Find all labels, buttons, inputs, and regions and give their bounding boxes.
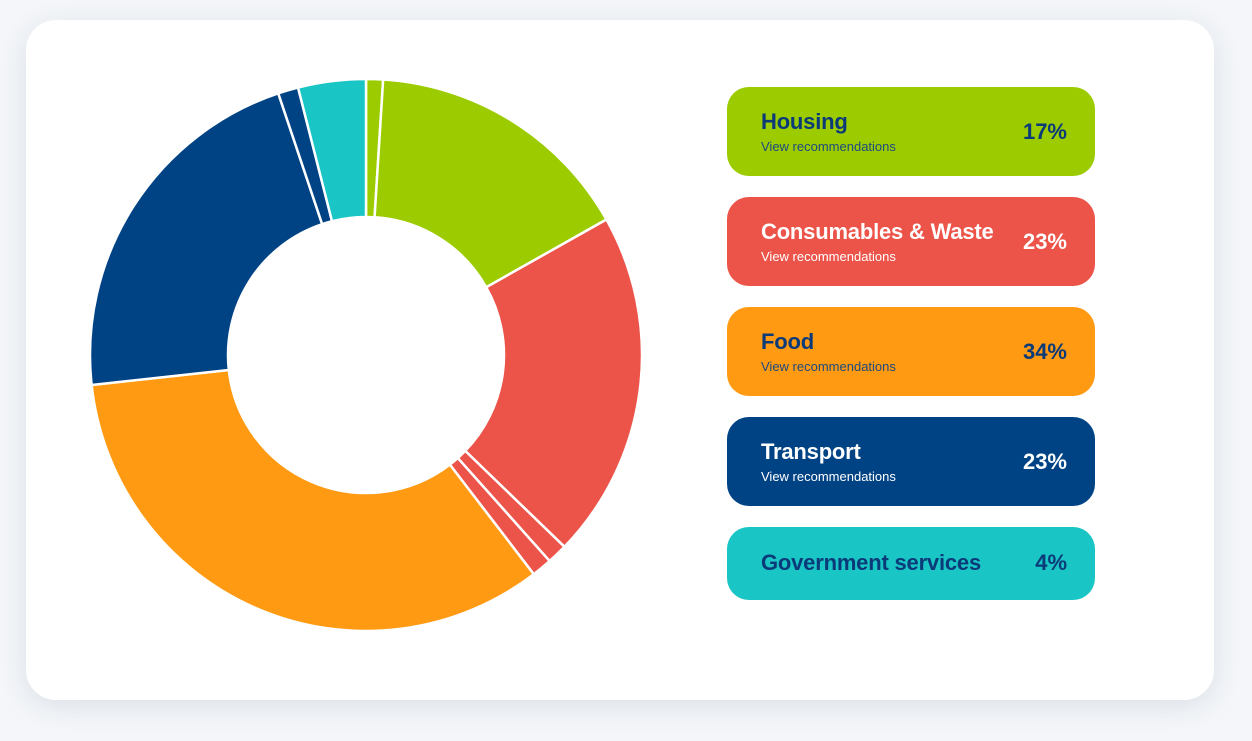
- legend-percent: 23%: [1022, 229, 1067, 254]
- donut-svg: [88, 77, 644, 633]
- legend-label: Transport: [761, 439, 861, 464]
- view-recommendations-link[interactable]: View recommendations: [761, 139, 896, 154]
- legend-item-transport[interactable]: Transport View recommendations 23%: [727, 417, 1095, 506]
- view-recommendations-link[interactable]: View recommendations: [761, 249, 896, 264]
- legend-label: Consumables & Waste: [761, 219, 994, 244]
- legend-percent: 17%: [1022, 119, 1067, 144]
- legend-label: Housing: [761, 109, 848, 134]
- legend-item-housing[interactable]: Housing View recommendations 17%: [727, 87, 1095, 176]
- legend-percent: 4%: [1035, 550, 1067, 575]
- donut-slice-housing[interactable]: [373, 78, 608, 289]
- legend-item-consumables-waste[interactable]: Consumables & Waste View recommendations…: [727, 197, 1095, 286]
- legend-item-food[interactable]: Food View recommendations 34%: [727, 307, 1095, 396]
- donut-slice-transport[interactable]: [88, 92, 324, 387]
- legend: Housing View recommendations 17% Consuma…: [727, 87, 1095, 621]
- legend-percent: 23%: [1022, 449, 1067, 474]
- donut-slice-consumables-waste[interactable]: [463, 218, 644, 549]
- view-recommendations-link[interactable]: View recommendations: [761, 469, 896, 484]
- legend-label: Food: [761, 329, 814, 354]
- legend-percent: 34%: [1022, 339, 1067, 364]
- donut-slice-government-services[interactable]: [296, 77, 368, 223]
- legend-label: Government services: [761, 550, 981, 575]
- donut-slice-food[interactable]: [90, 368, 535, 633]
- donut-chart: [86, 75, 646, 635]
- chart-card: Housing View recommendations 17% Consuma…: [26, 20, 1214, 700]
- legend-item-government-services[interactable]: Government services 4%: [727, 527, 1095, 600]
- view-recommendations-link[interactable]: View recommendations: [761, 359, 896, 374]
